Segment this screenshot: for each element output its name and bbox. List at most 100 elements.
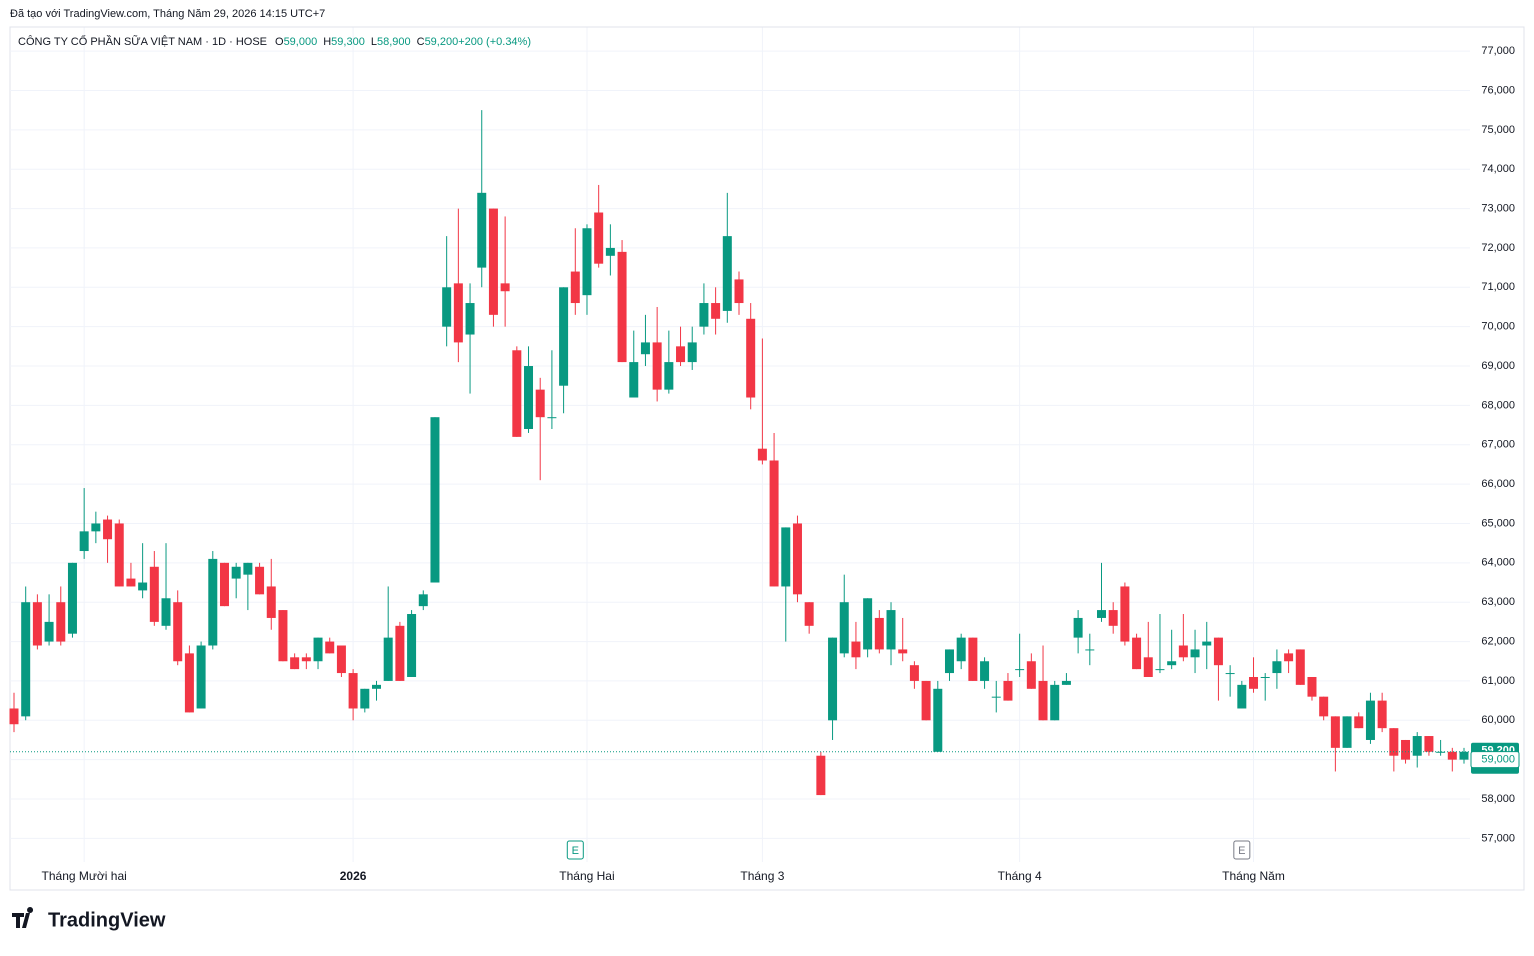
y-tick-label: 72,000: [1481, 242, 1515, 254]
candle-body: [477, 192, 487, 268]
y-tick-label: 68,000: [1481, 399, 1515, 411]
candle-body: [219, 562, 229, 607]
x-tick-label: Tháng Năm: [1222, 869, 1285, 883]
x-tick-label: Tháng 3: [740, 869, 784, 883]
candle-body: [746, 318, 756, 398]
candle-body: [395, 625, 405, 681]
candle-body: [898, 649, 908, 654]
x-tick-label: Tháng 4: [998, 869, 1042, 883]
candle-body: [208, 558, 218, 646]
legend-value: +200 (+0.34%): [458, 36, 531, 48]
candle-body: [1319, 696, 1329, 717]
candle-body: [453, 283, 463, 343]
candle-body: [687, 342, 697, 363]
candle-body: [1108, 610, 1118, 626]
candle-body: [676, 346, 686, 363]
candle-body: [488, 208, 498, 315]
candle-body: [418, 594, 428, 607]
candle-body: [255, 566, 265, 595]
candle-body: [372, 684, 381, 689]
event-marker: [1233, 840, 1251, 860]
candle-body: [325, 641, 335, 654]
candle-body: [1225, 673, 1235, 675]
legend-key: H: [323, 36, 331, 48]
candle-body: [863, 598, 873, 650]
candle-body: [1026, 661, 1036, 689]
logo: [12, 907, 34, 928]
candle-body: [184, 653, 194, 713]
legend-value: 59,000: [284, 36, 318, 48]
y-tick-label: 63,000: [1481, 596, 1515, 608]
candle-body: [442, 287, 452, 327]
candle-body: [149, 566, 159, 622]
candle-body: [792, 523, 802, 595]
y-tick-label: 66,000: [1481, 478, 1515, 490]
y-tick-label: 76,000: [1481, 84, 1515, 96]
candle-body: [231, 566, 241, 579]
plot: 57,000 58,000 59,000 60,000 61,000 62,000 63,0…: [9, 27, 1520, 883]
candle-body: [1237, 684, 1247, 709]
candle-body: [1143, 657, 1153, 677]
price-tag-label: 59,000: [1481, 754, 1515, 766]
candle-body: [1038, 680, 1048, 721]
y-tick-label: 62,000: [1481, 635, 1515, 647]
y-tick-label: 71,000: [1481, 281, 1515, 293]
y-tick-label: 69,000: [1481, 360, 1515, 372]
candle-body: [243, 562, 253, 575]
candle-body: [769, 460, 779, 587]
candle-body: [9, 708, 19, 725]
y-tick-label: 65,000: [1481, 517, 1515, 529]
candle-body: [91, 523, 101, 532]
candle-body: [956, 637, 966, 662]
candle-body: [407, 614, 417, 677]
candle-body: [1061, 680, 1071, 685]
y-tick-label: 70,000: [1481, 321, 1515, 333]
event-label: E: [1238, 845, 1245, 857]
candle-body: [1401, 739, 1411, 760]
candle-body: [886, 610, 896, 650]
candle-body: [1330, 716, 1340, 748]
y-tick-label: 58,000: [1481, 793, 1515, 805]
candle-body: [722, 236, 732, 311]
candle-body: [559, 287, 569, 386]
candle-body: [336, 645, 346, 674]
candle-body: [56, 602, 66, 642]
candle-body: [1015, 669, 1025, 671]
x-tick-label: 2026: [340, 869, 367, 883]
legend-key: C: [417, 36, 425, 48]
candle-body: [161, 598, 171, 626]
event-marker: [566, 840, 584, 860]
y-tick-label: 75,000: [1481, 124, 1515, 136]
candle-body: [383, 637, 393, 681]
candle-body: [301, 657, 311, 662]
candle-body: [711, 303, 721, 319]
candle-body: [278, 610, 288, 662]
candle-body: [1190, 649, 1200, 658]
symbol: CÔNG TY CỔ PHẦN SỮA VIỆT NAM · 1D · HOSE: [18, 35, 267, 48]
y-tick-label: 74,000: [1481, 163, 1515, 175]
candle-body: [360, 688, 370, 709]
candle-body: [1167, 661, 1177, 666]
candle-body: [933, 688, 943, 752]
candle-body: [290, 657, 300, 670]
y-tick-label: 73,000: [1481, 202, 1515, 214]
candle-body: [126, 578, 136, 587]
candle-body: [1097, 610, 1106, 618]
candle-body: [547, 417, 557, 419]
candle-body: [67, 562, 77, 634]
candle-body: [1202, 641, 1212, 646]
y-tick-label: 64,000: [1481, 557, 1515, 569]
candle-body: [512, 350, 522, 437]
candle-body: [1178, 645, 1188, 658]
candle-body: [1436, 751, 1446, 753]
candle-body: [1295, 649, 1305, 685]
y-tick-label: 61,000: [1481, 675, 1515, 687]
candle-body: [348, 673, 358, 709]
candle-body: [1120, 586, 1130, 642]
y-tick-label: 60,000: [1481, 714, 1515, 726]
candle-body: [1213, 637, 1223, 666]
y-tick-label: 67,000: [1481, 439, 1515, 451]
candle-body: [851, 641, 861, 658]
candle-body: [1073, 617, 1083, 638]
